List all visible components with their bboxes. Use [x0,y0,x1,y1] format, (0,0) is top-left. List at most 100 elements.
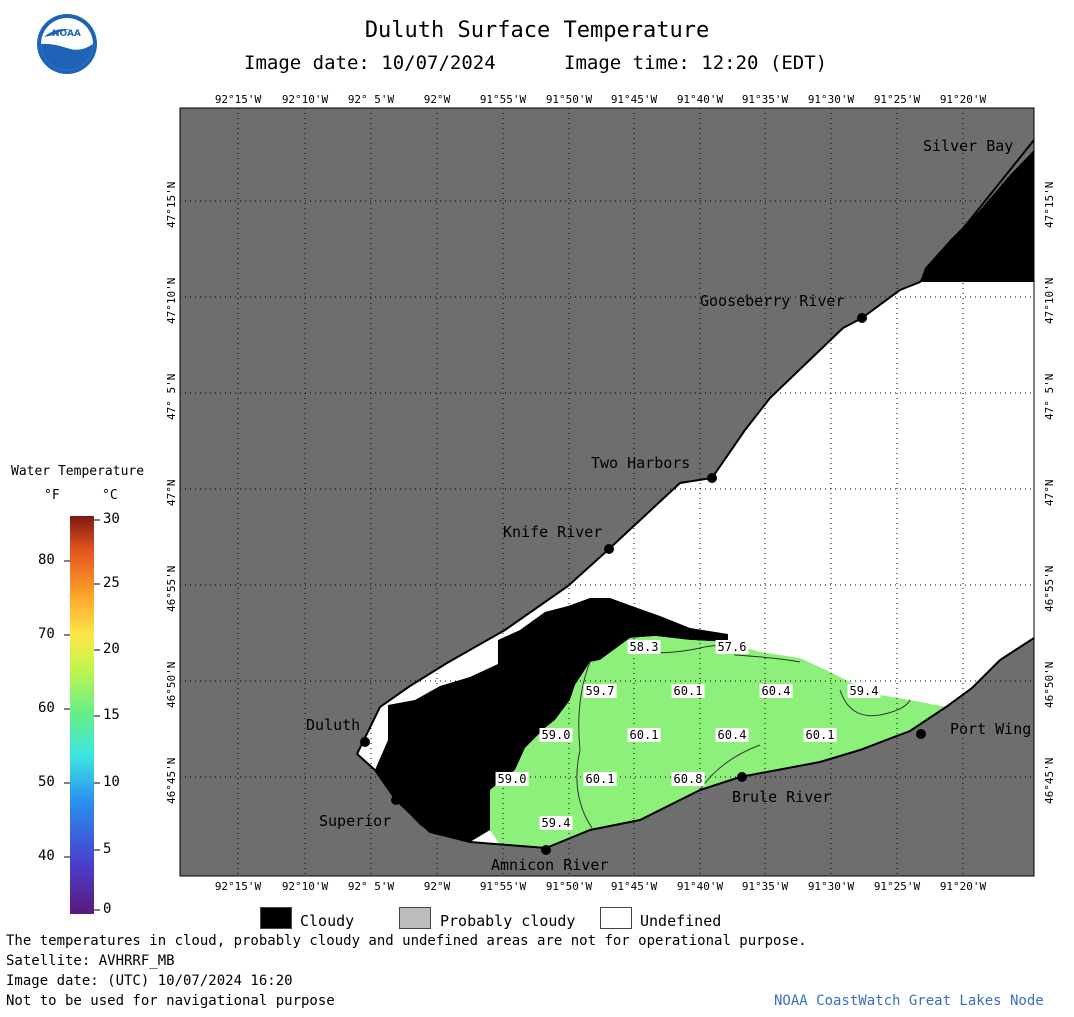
lon-label-bottom: 91°20'W [939,880,987,893]
colorbar-c-tick: 0 [103,901,112,917]
temp-label: 60.1 [671,684,705,698]
satellite-text: Satellite: AVHRRF_MB [6,953,175,969]
place-silver-bay: Silver Bay [923,137,1014,155]
marker-brule-river [737,772,747,782]
colorbar-f-tick: 80 [38,552,55,568]
temp-label: 59.4 [847,684,881,698]
lon-label-top: 91°40'W [676,93,724,106]
temp-label: 60.1 [627,728,661,742]
utc-date-text: Image date: (UTC) 10/07/2024 16:20 [6,973,293,989]
lon-label-bottom: 91°35'W [741,880,789,893]
legend-undefined-label: Undefined [640,912,722,930]
place-two-harbors: Two Harbors [591,454,691,472]
temp-label: 57.6 [715,640,749,654]
lon-label-bottom: 91°45'W [610,880,658,893]
temp-label: 60.1 [803,728,837,742]
lon-label-top: 92°10'W [281,93,329,106]
lon-label-bottom: 92°15'W [214,880,262,893]
cloud-area-west [375,598,728,842]
colorbar-c-tick: 5 [103,841,112,857]
temp-label: 59.0 [495,772,529,786]
temp-label: 60.4 [759,684,793,698]
disclaimer-text: The temperatures in cloud, probably clou… [6,933,807,949]
temp-label: 59.4 [539,816,573,830]
lat-label-right: 47°N [1043,479,1056,507]
lon-label-top: 92°15'W [214,93,262,106]
lat-label-right: 47°10'N [1043,277,1056,324]
legend-cloudy-swatch [260,907,292,929]
noaa-logo: NOAA [36,13,98,75]
lon-label-top: 91°45'W [610,93,658,106]
lat-label-right: 46°50'N [1043,661,1056,708]
lon-label-bottom: 91°55'W [479,880,527,893]
lon-label-bottom: 92° 5'W [347,880,395,893]
lon-label-top: 91°25'W [873,93,921,106]
place-duluth: Duluth [306,716,361,734]
legend-probably-cloudy-label: Probably cloudy [440,912,576,930]
lon-label-top: 91°50'W [545,93,593,106]
lat-label-right: 46°55'N [1043,565,1056,612]
lat-label-right: 47° 5'N [1043,373,1056,420]
marker-amnicon-river [541,845,551,855]
credit-link[interactable]: NOAA CoastWatch Great Lakes Node [774,993,1044,1009]
lat-label-left: 47°15'N [165,181,178,228]
lon-label-bottom: 91°40'W [676,880,724,893]
place-superior: Superior [319,812,392,830]
lon-label-bottom: 91°50'W [545,880,593,893]
lon-label-top: 91°20'W [939,93,987,106]
place-brule-river: Brule River [732,788,832,806]
marker-gooseberry-river [857,313,867,323]
colorbar-title: Water Temperature [11,464,145,479]
logo-text: NOAA [52,29,81,39]
lat-label-left: 46°50'N [165,661,178,708]
lat-label-right: 47°15'N [1043,181,1056,228]
lon-label-top: 91°55'W [479,93,527,106]
marker-superior [391,795,401,805]
lat-label-left: 47°N [165,479,178,507]
temp-label: 60.1 [583,772,617,786]
cloud-area-ne [920,150,1034,282]
lat-label-left: 46°45'N [165,757,178,804]
lon-label-bottom: 92°10'W [281,880,329,893]
lon-label-bottom: 91°30'W [807,880,855,893]
lon-label-top: 92°W [423,93,451,106]
legend-cloudy-label: Cloudy [300,912,355,930]
lon-label-top: 92° 5'W [347,93,395,106]
temp-label: 59.7 [583,684,617,698]
marker-two-harbors [707,473,717,483]
colorbar-f-tick: 60 [38,700,55,716]
lon-label-bottom: 92°W [423,880,451,893]
temp-label: 60.8 [671,772,705,786]
lat-label-left: 47° 5'N [165,373,178,420]
temp-label: 59.0 [539,728,573,742]
colorbar-c-tick: 30 [103,511,120,527]
colorbar-unit-c: °C [102,488,118,503]
colorbar-c-tick: 10 [103,774,120,790]
image-time: Image time: 12:20 (EDT) [564,52,828,74]
colorbar-c-tick: 20 [103,641,120,657]
place-port-wing: Port Wing [950,720,1032,738]
map-title: Duluth Surface Temperature [364,18,710,43]
temp-label: 60.4 [715,728,749,742]
legend-undefined-swatch [600,907,632,929]
colorbar-c-tick: 15 [103,707,120,723]
lat-label-left: 47°10'N [165,277,178,324]
image-date: Image date: 10/07/2024 [244,52,496,74]
place-knife-river: Knife River [503,523,603,541]
colorbar-f-tick: 70 [38,626,55,642]
legend-probably-cloudy-swatch [399,907,431,929]
lon-label-top: 91°30'W [807,93,855,106]
lat-label-left: 46°55'N [165,565,178,612]
lon-label-top: 91°35'W [741,93,789,106]
marker-port-wing [916,729,926,739]
colorbar-f-tick: 40 [38,848,55,864]
marker-duluth [360,737,370,747]
colorbar-unit-f: °F [44,488,60,503]
lon-label-bottom: 91°25'W [873,880,921,893]
colorbar [70,516,94,914]
place-gooseberry-river: Gooseberry River [700,292,845,310]
graticule [180,108,1034,876]
place-amnicon-river: Amnicon River [491,856,609,874]
colorbar-f-tick: 50 [38,774,55,790]
